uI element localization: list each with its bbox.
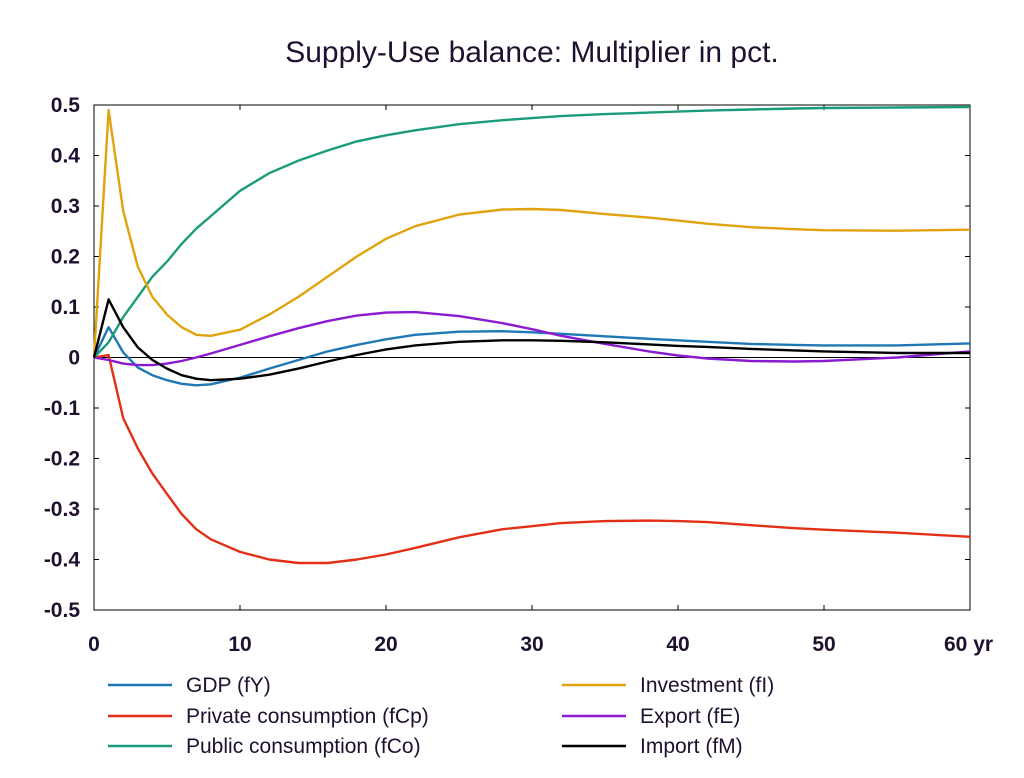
x-tick-label: 0 <box>88 633 100 656</box>
y-tick-label: -0.5 <box>44 599 81 622</box>
x-tick-label: 30 <box>520 633 543 656</box>
legend-entry: Export (fE) <box>562 705 740 728</box>
legend-entry: Import (fM) <box>562 735 743 758</box>
y-tick-label: -0.1 <box>44 397 81 420</box>
legend: GDP (fY) Private consumption (fCp) Public … <box>108 674 774 758</box>
series-line-investment-fi <box>92 108 971 358</box>
plot-area: -0.5 -0.4 -0.3 -0.2 -0.1 0 0.1 0.2 0.3 0.4 0.5 0 10 2… <box>44 94 993 656</box>
series-line-import-fm <box>92 298 970 382</box>
legend-label: Private consumption (fCp) <box>186 705 429 728</box>
y-tick-label: 0.3 <box>51 195 80 218</box>
y-tick-label: 0.5 <box>51 94 81 117</box>
series-line-gdp-fy <box>92 326 971 387</box>
y-tick-label: -0.2 <box>44 448 80 471</box>
series-line-private-consumption-fcp <box>93 353 971 565</box>
y-tick-label: 0.1 <box>51 296 81 319</box>
legend-label: Public consumption (fCo) <box>186 735 421 758</box>
x-tick-label: 40 <box>666 633 689 656</box>
y-tick-label: 0.2 <box>51 246 80 269</box>
x-tick-label: 10 <box>228 633 251 656</box>
y-tick-label: -0.3 <box>44 498 80 521</box>
y-tick-label: 0.4 <box>51 145 81 168</box>
x-unit-label: yr <box>967 633 993 656</box>
series-line-export-fe <box>93 310 971 367</box>
legend-label: Export (fE) <box>640 705 740 728</box>
series-line-public-consumption-fco <box>93 105 971 359</box>
y-tick-label: -0.4 <box>44 549 81 572</box>
x-tick-label: 20 <box>374 633 397 656</box>
legend-entry: GDP (fY) <box>108 674 271 697</box>
legend-label: Import (fM) <box>640 735 743 758</box>
x-tick-label: 60 yr <box>944 633 993 656</box>
x-tick-label: 50 <box>812 633 835 656</box>
legend-label: GDP (fY) <box>186 674 271 697</box>
chart-title: Supply-Use balance: Multiplier in pct. <box>285 36 779 69</box>
legend-label: Investment (fI) <box>640 674 774 697</box>
y-tick-label: 0 <box>68 347 80 370</box>
legend-entry: Public consumption (fCo) <box>108 735 421 758</box>
legend-entry: Investment (fI) <box>562 674 774 697</box>
legend-entry: Private consumption (fCp) <box>108 705 429 728</box>
